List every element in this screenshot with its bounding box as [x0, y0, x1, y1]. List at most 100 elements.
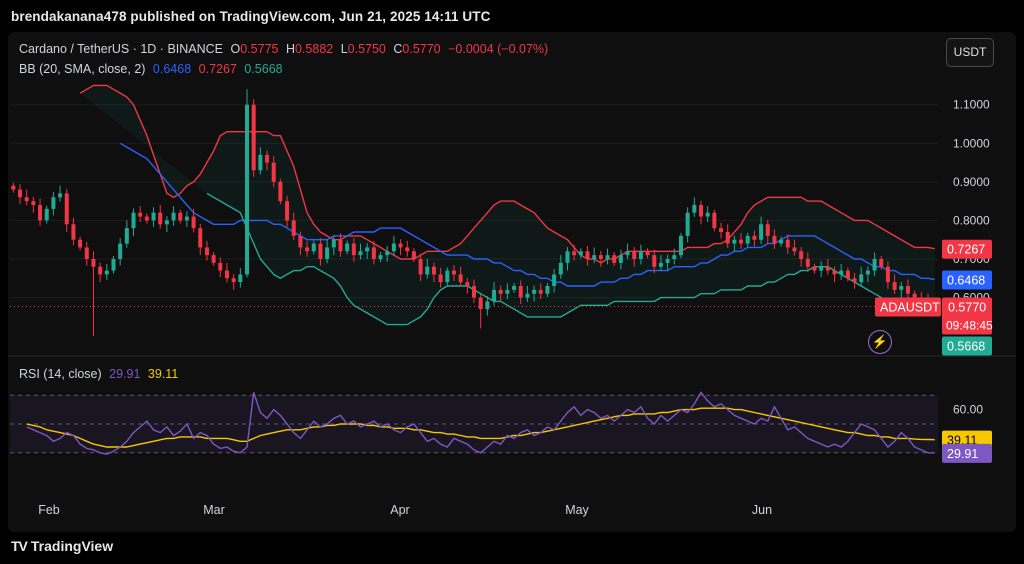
bb-upper-line: [79, 84, 935, 264]
candle-body: [418, 259, 423, 275]
candle-body: [739, 239, 744, 244]
x-tick-label: Mar: [203, 503, 225, 517]
candle-body: [892, 282, 897, 290]
candle-body: [278, 181, 283, 202]
candle-body: [899, 286, 904, 290]
rsi-legend[interactable]: RSI (14, close) 29.91 39.11: [19, 367, 182, 381]
candle-body: [638, 251, 643, 259]
candle-body: [852, 278, 857, 283]
candle-body: [118, 243, 123, 259]
bb-legend[interactable]: BB (20, SMA, close, 2) 0.6468 0.7267 0.5…: [19, 62, 287, 76]
countdown-tag: 09:48:45: [946, 318, 993, 332]
rsi-price-tag: 29.91: [947, 447, 978, 461]
candle-body: [518, 286, 523, 298]
candle-body: [705, 212, 710, 217]
candle-body: [598, 255, 603, 259]
low-label: L: [340, 42, 348, 56]
rsi-ma-value: 39.11: [147, 367, 179, 381]
symbol-legend[interactable]: Cardano / TetherUS · 1D · BINANCE O0.577…: [19, 42, 552, 56]
rsi-ma-line: [26, 407, 935, 448]
candle-body: [238, 274, 243, 283]
candle-body: [138, 212, 143, 217]
candle-body: [825, 266, 830, 271]
candle-body: [18, 189, 23, 198]
candle-body: [658, 262, 663, 267]
candle-body: [799, 251, 804, 259]
x-tick-label: Jun: [752, 503, 772, 517]
candle-body: [271, 162, 276, 182]
candle-body: [64, 193, 69, 225]
candle-body: [331, 239, 336, 248]
candle-body: [158, 212, 163, 225]
candle-body: [545, 286, 550, 294]
candle-body: [865, 270, 870, 275]
candle-body: [171, 212, 176, 221]
candle-body: [131, 212, 136, 229]
candle-body: [358, 251, 363, 256]
candle-body: [178, 212, 183, 221]
candle-body: [645, 251, 650, 256]
candle-body: [44, 208, 49, 221]
candle-body: [832, 270, 837, 275]
candle-body: [558, 262, 563, 275]
candle-body: [198, 228, 203, 248]
candle-body: [759, 224, 764, 240]
x-tick-label: May: [565, 503, 589, 517]
candle-body: [565, 251, 570, 263]
candle-body: [365, 247, 370, 252]
candle-body: [458, 274, 463, 283]
candle-body: [425, 266, 430, 275]
candle-body: [765, 224, 770, 236]
candle-body: [265, 154, 270, 163]
candle-body: [191, 216, 196, 229]
symbol-tag-bg: [875, 297, 941, 317]
candle-body: [618, 255, 623, 263]
candle-body: [465, 282, 470, 286]
candle-body: [411, 251, 416, 259]
chart-panel[interactable]: [8, 32, 1016, 532]
candle-body: [812, 266, 817, 271]
lightning-icon[interactable]: ⚡: [868, 330, 892, 354]
currency-button[interactable]: USDT: [946, 38, 994, 67]
candle-body: [805, 259, 810, 267]
x-tick-label: Apr: [390, 503, 409, 517]
tradingview-logo-icon: TV: [11, 538, 28, 554]
high-value: 0.5882: [294, 42, 334, 56]
candle-body: [24, 197, 29, 202]
candle-body: [625, 251, 630, 256]
candle-body: [311, 243, 316, 252]
candle-body: [652, 255, 657, 267]
last-price-tag: 0.5770: [948, 300, 986, 314]
candle-body: [58, 193, 63, 198]
candle-body: [144, 216, 149, 221]
candle-body: [585, 251, 590, 259]
candle-body: [251, 104, 256, 171]
candle-body: [859, 274, 864, 283]
symbol-tag: ADAUSDT: [880, 300, 940, 314]
rsi-value: 29.91: [109, 367, 141, 381]
price-tick-label: 0.9000: [953, 175, 990, 189]
close-value: 0.5770: [402, 42, 441, 56]
candle-body: [325, 247, 330, 259]
candle-body: [111, 259, 116, 271]
candle-body: [385, 251, 390, 256]
candle-body: [905, 286, 910, 294]
bb-label: BB (20, SMA, close, 2): [19, 62, 146, 76]
candle-body: [792, 247, 797, 252]
candle-body: [245, 104, 250, 275]
candle-body: [51, 197, 56, 209]
bb-basis-value: 0.6468: [152, 62, 192, 76]
candle-body: [572, 251, 577, 256]
bb-upper-price-tag: 0.7267: [947, 243, 985, 257]
candle-body: [151, 212, 156, 221]
candle-body: [184, 216, 189, 221]
candle-body: [678, 235, 683, 256]
candle-body: [224, 270, 229, 279]
candle-body: [752, 235, 757, 240]
candle-body: [478, 297, 483, 310]
candle-body: [525, 293, 530, 298]
candle-body: [91, 259, 96, 267]
candle-body: [285, 201, 290, 221]
candle-body: [512, 286, 517, 290]
